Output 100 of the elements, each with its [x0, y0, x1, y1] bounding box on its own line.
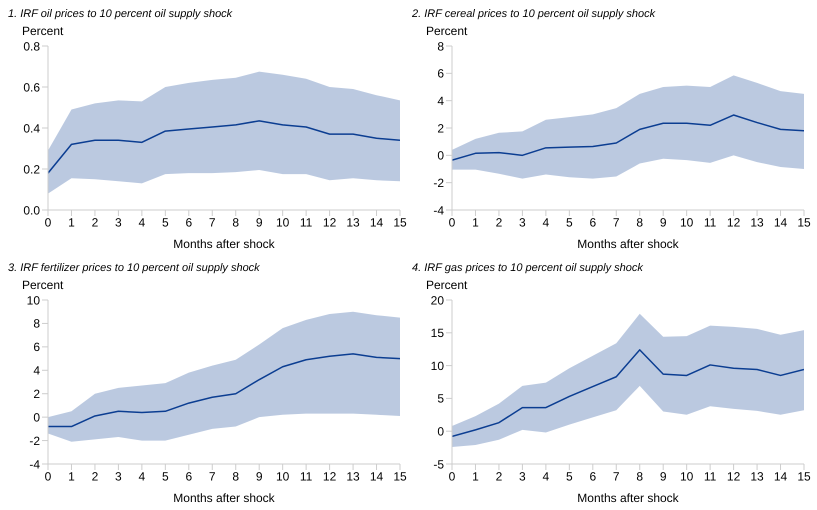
x-tick-label: 11 [300, 470, 313, 484]
x-tick-label: 15 [797, 216, 811, 230]
x-tick-label: 15 [393, 470, 407, 484]
x-tick-label: 3 [115, 216, 122, 230]
line-series [48, 353, 400, 428]
y-tick-label: 2 [33, 386, 40, 401]
x-axis-title: Months after shock [577, 491, 680, 505]
y-tick-label: 0 [33, 410, 40, 424]
x-tick-label: 14 [370, 470, 384, 484]
y-tick-label: 2 [437, 121, 444, 136]
x-tick-label: 2 [496, 216, 503, 230]
x-tick-label: 2 [92, 216, 99, 230]
x-tick-label: 14 [774, 216, 788, 230]
x-tick-label: 8 [636, 470, 644, 484]
x-tick-label: 11 [704, 216, 717, 230]
x-tick-label: 0 [448, 470, 456, 484]
x-tick-label: 12 [322, 216, 337, 230]
x-tick-label: 5 [162, 470, 169, 484]
x-tick-label: 12 [322, 470, 337, 484]
y-tick-label: 8 [33, 316, 40, 331]
x-tick-label: 9 [256, 470, 263, 484]
x-tick-label: 4 [542, 216, 550, 230]
y-axis-title: Percent [22, 24, 64, 40]
x-tick-label: 4 [138, 470, 146, 484]
x-tick-label: 6 [185, 470, 192, 484]
x-axis-title: Months after shock [577, 237, 680, 251]
y-tick-label: 4 [33, 364, 40, 378]
chart-title: 3. IRF fertilizer prices to 10 percent oil supply shock [8, 262, 261, 276]
x-tick-label: 7 [612, 470, 620, 484]
x-tick-label: 8 [232, 470, 240, 484]
y-tick-label: 10 [26, 293, 40, 308]
y-tick-label: 0.2 [23, 162, 40, 176]
y-tick-label: -4 [29, 457, 40, 472]
chart-title: 2. IRF cereal prices to 10 percent oil supply shock [412, 8, 656, 22]
y-tick-label: 15 [430, 326, 444, 340]
x-tick-label: 8 [232, 216, 240, 230]
x-tick-label: 9 [660, 470, 667, 484]
y-tick-label: -2 [433, 176, 444, 190]
x-tick-label: 10 [276, 470, 290, 484]
y-tick-label: 6 [33, 340, 40, 354]
x-tick-label: 1 [472, 470, 480, 484]
x-tick-label: 2 [92, 470, 99, 484]
line-series [452, 349, 804, 438]
x-tick-label: 10 [276, 216, 290, 230]
x-tick-label: 3 [519, 470, 526, 484]
y-axis-title: Percent [22, 278, 64, 294]
x-tick-label: 11 [704, 470, 717, 484]
y-tick-label: -5 [433, 457, 444, 472]
x-tick-label: 13 [750, 216, 764, 230]
y-tick-label: 10 [430, 358, 444, 373]
x-tick-label: 13 [346, 216, 360, 230]
x-tick-label: 5 [566, 470, 573, 484]
y-tick-label: 4 [437, 94, 444, 108]
y-tick-label: 0.4 [23, 121, 40, 136]
x-tick-label: 1 [68, 470, 76, 484]
x-tick-label: 7 [612, 216, 620, 230]
x-tick-label: 2 [496, 470, 503, 484]
x-tick-label: 3 [519, 216, 526, 230]
x-tick-label: 4 [138, 216, 146, 230]
x-tick-label: 15 [393, 216, 407, 230]
x-tick-label: 10 [680, 216, 694, 230]
x-tick-label: 15 [797, 470, 811, 484]
x-tick-label: 11 [300, 216, 313, 230]
x-tick-label: 9 [256, 216, 263, 230]
x-tick-label: 0 [44, 470, 52, 484]
x-tick-label: 9 [660, 216, 667, 230]
x-axis-title: Months after shock [173, 491, 276, 505]
y-tick-label: 20 [430, 293, 444, 308]
x-tick-label: 0 [44, 216, 52, 230]
x-tick-label: 5 [162, 216, 169, 230]
y-axis-title: Percent [426, 24, 468, 40]
line-series [452, 114, 804, 161]
x-tick-label: 6 [185, 216, 192, 230]
chart-title: 4. IRF gas prices to 10 percent oil supply shock [412, 262, 644, 276]
x-tick-label: 14 [774, 470, 788, 484]
x-tick-label: 14 [370, 216, 384, 230]
x-tick-label: 13 [346, 470, 360, 484]
x-tick-label: 5 [566, 216, 573, 230]
x-tick-label: 8 [636, 216, 644, 230]
x-tick-label: 4 [542, 470, 550, 484]
chart-title: 1. IRF oil prices to 10 percent oil supply shock [8, 8, 234, 22]
x-tick-label: 3 [115, 470, 122, 484]
y-tick-label: 0.8 [23, 39, 40, 54]
y-tick-label: 0 [437, 148, 444, 163]
y-tick-label: -2 [29, 434, 40, 448]
y-tick-label: 0.0 [23, 203, 40, 218]
x-tick-label: 6 [589, 216, 596, 230]
y-tick-label: 0.6 [23, 80, 40, 94]
x-tick-label: 7 [208, 216, 216, 230]
y-tick-label: 0 [437, 424, 444, 438]
y-tick-label: 5 [437, 392, 444, 406]
line-series [48, 120, 400, 174]
x-tick-label: 10 [680, 470, 694, 484]
y-tick-label: 8 [437, 39, 444, 54]
x-tick-label: 13 [750, 470, 764, 484]
y-tick-label: 6 [437, 66, 444, 81]
x-tick-label: 0 [448, 216, 456, 230]
x-tick-label: 1 [68, 216, 76, 230]
x-axis-title: Months after shock [173, 237, 276, 251]
x-tick-label: 12 [726, 470, 741, 484]
